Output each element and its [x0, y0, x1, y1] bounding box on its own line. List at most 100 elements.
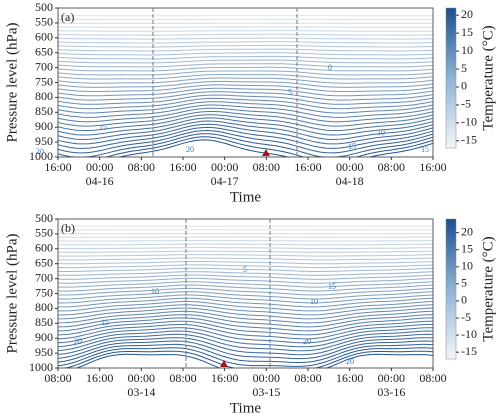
contour-line — [58, 87, 433, 97]
contours — [58, 225, 433, 368]
contour-line — [58, 291, 433, 300]
colorbar-tick-label: 15 — [461, 241, 473, 255]
colorbar-tick-label: 10 — [461, 259, 473, 273]
contour-line — [58, 287, 433, 296]
y-tick-label: 700 — [35, 59, 53, 73]
colorbar-tick-label: -5 — [461, 310, 471, 324]
contour-label: 20 — [186, 145, 194, 154]
contour-line — [105, 136, 433, 157]
contour-label: 15 — [99, 123, 107, 132]
y-tick-label: 650 — [35, 44, 53, 58]
contour-label: 10 — [151, 287, 159, 296]
y-tick-label: 800 — [35, 300, 53, 314]
x-tick-label: 08:00 — [253, 160, 280, 174]
contour-line — [58, 63, 433, 68]
x-tick-label: 08:00 — [419, 371, 446, 385]
panel-label: (a) — [61, 10, 74, 24]
contour-line — [75, 353, 433, 368]
y-tick-label: 700 — [35, 270, 53, 284]
contour-line — [58, 30, 433, 32]
y-tick-label: 550 — [35, 15, 53, 29]
contour-line — [58, 59, 433, 64]
contour-label: 15 — [348, 142, 356, 151]
colorbar-tick-label: 20 — [461, 224, 473, 238]
contour-label: 15 — [328, 282, 336, 291]
y-tick-label: 950 — [35, 134, 53, 148]
x-date-label: 03-15 — [252, 385, 280, 399]
y-tick-label: 900 — [35, 119, 53, 133]
x-tick-label: 16:00 — [169, 160, 196, 174]
contour-line — [58, 274, 433, 280]
contour-line — [58, 310, 433, 324]
x-tick-label: 16:00 — [294, 160, 321, 174]
contour-label: 20 — [346, 357, 354, 366]
contour-line — [58, 324, 433, 340]
contour-line — [58, 74, 433, 80]
contour-line — [58, 33, 433, 36]
contour-line — [58, 91, 433, 101]
contour-line — [58, 260, 433, 265]
y-axis-title: Pressure level (hPa) — [4, 234, 20, 354]
colorbar-title: Temperature (°C) — [480, 25, 496, 130]
contour-line — [58, 250, 433, 253]
contour-line — [58, 120, 433, 141]
contour-line — [58, 104, 433, 118]
x-axis-title: Time — [230, 400, 261, 416]
contour-label: 15 — [101, 318, 109, 327]
contours — [58, 15, 433, 157]
y-tick-label: 750 — [35, 74, 53, 88]
contour-line — [58, 66, 433, 72]
contour-line — [58, 101, 433, 114]
colorbar-tick-label: 0 — [461, 293, 467, 307]
x-tick-label: 00:00 — [378, 371, 405, 385]
contour-line — [58, 48, 433, 52]
contour-line — [58, 267, 433, 272]
contour-line — [58, 337, 433, 356]
contour-line — [58, 301, 433, 312]
x-axis-title: Time — [230, 189, 261, 205]
contour-line — [58, 126, 433, 149]
y-tick-label: 900 — [35, 330, 53, 344]
x-date-label: 04-16 — [86, 174, 114, 188]
x-tick-label: 16:00 — [336, 371, 363, 385]
x-tick-label: 16:00 — [86, 371, 113, 385]
contour-line — [58, 114, 433, 131]
y-tick-label: 550 — [35, 226, 53, 240]
contour-label: 10 — [310, 297, 318, 306]
y-tick-label: 850 — [35, 104, 53, 118]
x-tick-label: 00:00 — [336, 160, 363, 174]
contour-label: 5 — [288, 88, 292, 97]
contour-line — [58, 52, 433, 56]
event-marker — [262, 149, 270, 156]
y-tick-label: 600 — [35, 30, 53, 44]
x-tick-label: 16:00 — [44, 160, 71, 174]
colorbar-tick-label: -10 — [461, 327, 477, 341]
colorbar-tick-label: -10 — [461, 115, 477, 129]
contour-line — [58, 297, 433, 308]
contour-line — [58, 271, 433, 276]
x-tick-label: 00:00 — [253, 371, 280, 385]
y-tick-label: 750 — [35, 285, 53, 299]
x-tick-label: 16:00 — [211, 371, 238, 385]
colorbar-tick-label: -15 — [461, 344, 477, 358]
x-tick-label: 00:00 — [211, 160, 238, 174]
y-tick-label: 500 — [35, 0, 53, 14]
y-tick-label: 1000 — [29, 360, 53, 374]
colorbar — [445, 7, 457, 149]
contour-label: 20 — [36, 147, 44, 156]
contour-line — [58, 333, 433, 352]
contour-line — [58, 320, 433, 336]
contour-label: 0 — [328, 63, 332, 72]
colorbar-tick-label: 15 — [461, 25, 473, 39]
colorbar-tick-label: 20 — [461, 7, 473, 21]
y-tick-label: 500 — [35, 211, 53, 225]
panel-label: (b) — [61, 221, 75, 235]
contour-line — [58, 129, 433, 154]
x-date-label: 03-14 — [127, 385, 155, 399]
contour-line — [58, 347, 433, 367]
contour-line — [58, 70, 433, 76]
contour-line — [58, 294, 433, 304]
contour-line — [58, 44, 433, 48]
